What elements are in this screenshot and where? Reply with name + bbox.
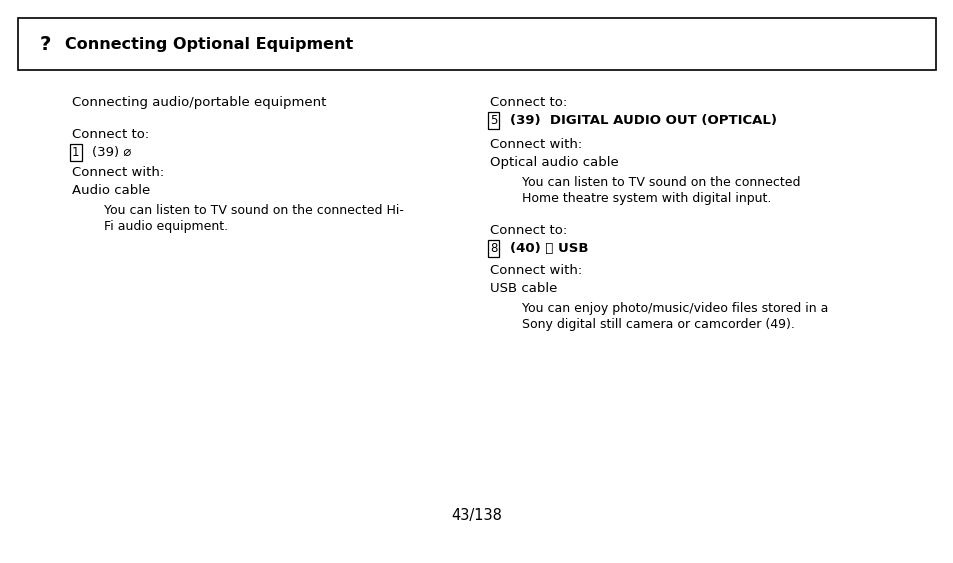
Text: Fi audio equipment.: Fi audio equipment. <box>104 220 228 233</box>
Text: 43/138: 43/138 <box>451 508 502 523</box>
Text: USB cable: USB cable <box>490 282 557 295</box>
Text: (40) ⭧ USB: (40) ⭧ USB <box>510 242 588 255</box>
Text: You can listen to TV sound on the connected: You can listen to TV sound on the connec… <box>521 176 800 189</box>
Text: 5: 5 <box>490 114 497 127</box>
Text: (39) ⌀: (39) ⌀ <box>91 146 132 159</box>
Text: (39)  DIGITAL AUDIO OUT (OPTICAL): (39) DIGITAL AUDIO OUT (OPTICAL) <box>510 114 776 127</box>
Text: Connect with:: Connect with: <box>71 166 164 179</box>
Text: Audio cable: Audio cable <box>71 184 150 197</box>
Text: Connecting Optional Equipment: Connecting Optional Equipment <box>65 37 353 51</box>
Text: Connect to:: Connect to: <box>490 224 567 237</box>
Text: Connect to:: Connect to: <box>71 128 149 141</box>
Text: Optical audio cable: Optical audio cable <box>490 156 618 169</box>
Text: 8: 8 <box>490 242 497 255</box>
Text: Connect with:: Connect with: <box>490 138 581 151</box>
Bar <box>18 18 935 70</box>
Text: 1: 1 <box>71 146 79 159</box>
Text: Connect to:: Connect to: <box>490 96 567 109</box>
Text: ?: ? <box>40 34 51 53</box>
Text: Home theatre system with digital input.: Home theatre system with digital input. <box>521 192 771 205</box>
Text: Sony digital still camera or camcorder (49).: Sony digital still camera or camcorder (… <box>521 318 794 331</box>
Text: You can enjoy photo/music/video files stored in a: You can enjoy photo/music/video files st… <box>521 302 827 315</box>
Text: You can listen to TV sound on the connected Hi-: You can listen to TV sound on the connec… <box>104 204 403 217</box>
Text: Connecting audio/portable equipment: Connecting audio/portable equipment <box>71 96 326 109</box>
Text: Connect with:: Connect with: <box>490 264 581 277</box>
